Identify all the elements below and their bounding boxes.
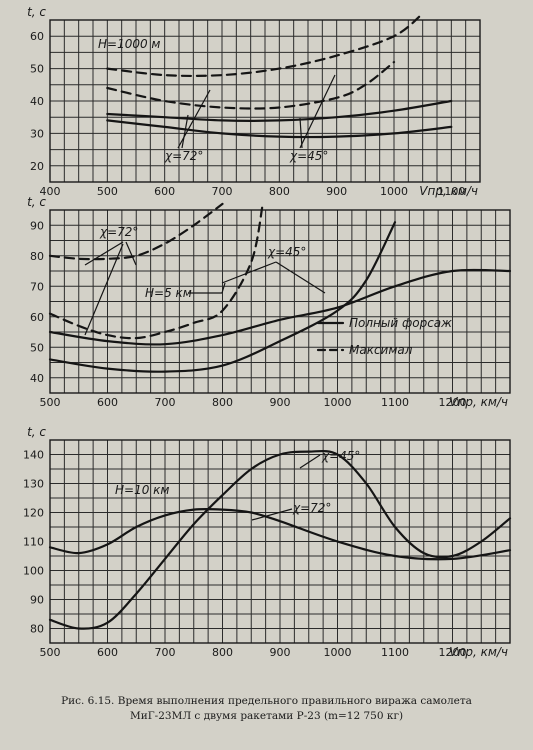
panel-1-series-4-line bbox=[106, 119, 453, 139]
panel-2-series-2-line bbox=[48, 202, 264, 340]
x-axis-label: Vпр, км/ч bbox=[449, 645, 508, 659]
annotation-label: χ=45° bbox=[289, 149, 328, 163]
y-axis-label: t, c bbox=[27, 425, 46, 439]
y-tick-label: 100 bbox=[23, 565, 44, 578]
panel-3-series-1-line bbox=[48, 449, 512, 630]
annotation-leader-line bbox=[84, 243, 124, 336]
annotation-label: H=5 км bbox=[145, 286, 192, 300]
x-tick-label: 400 bbox=[40, 185, 61, 198]
y-tick-label: 30 bbox=[30, 127, 44, 140]
y-tick-label: 40 bbox=[30, 372, 44, 385]
y-tick-label: 80 bbox=[30, 250, 44, 263]
panel-1-grid bbox=[49, 19, 481, 183]
panel-1-frame bbox=[49, 19, 481, 183]
annotation-leader-line bbox=[299, 74, 336, 149]
y-tick-label: 130 bbox=[23, 478, 44, 491]
y-tick-label: 50 bbox=[30, 63, 44, 76]
x-tick-label: 600 bbox=[97, 396, 118, 409]
annotation-leader-line bbox=[221, 282, 226, 294]
y-axis-label: t, c bbox=[27, 5, 46, 19]
x-axis-label: Vпр, км/ч bbox=[419, 184, 478, 198]
panel-2-series-4-line bbox=[48, 268, 512, 346]
y-tick-label: 70 bbox=[30, 280, 44, 293]
panel-3-series-2-line bbox=[48, 507, 512, 561]
annotation-leader-line bbox=[181, 114, 189, 149]
y-tick-label: 90 bbox=[30, 594, 44, 607]
annotation-label: H=1000 м bbox=[98, 37, 160, 51]
x-tick-label: 500 bbox=[97, 185, 118, 198]
panel-1-series-2-line bbox=[106, 61, 396, 110]
x-tick-label: 1000 bbox=[324, 396, 352, 409]
figure-caption-line-2: МиГ-23МЛ с двумя ракетами Р-23 (m=12 750… bbox=[129, 710, 404, 722]
annotation-label: χ=45° bbox=[267, 245, 306, 259]
x-tick-label: 900 bbox=[270, 396, 291, 409]
panel-1-series-3-line bbox=[106, 99, 453, 122]
x-tick-label: 1100 bbox=[381, 646, 409, 659]
x-tick-label: 500 bbox=[40, 646, 61, 659]
x-tick-label: 1100 bbox=[437, 185, 465, 198]
annotation-leader-line bbox=[221, 261, 277, 284]
x-axis-label: Vпр, км/ч bbox=[449, 395, 508, 409]
x-tick-label: 700 bbox=[155, 396, 176, 409]
annotation-label: χ=72° bbox=[164, 149, 203, 163]
annotation-leader-line bbox=[299, 117, 303, 149]
legend-label: Полный форсаж bbox=[349, 316, 452, 330]
y-tick-label: 60 bbox=[30, 311, 44, 324]
x-tick-label: 800 bbox=[212, 396, 233, 409]
x-tick-label: 1000 bbox=[324, 646, 352, 659]
legend-label: Максимал bbox=[349, 343, 413, 357]
x-tick-label: 800 bbox=[269, 185, 290, 198]
x-tick-label: 1100 bbox=[381, 396, 409, 409]
y-tick-label: 40 bbox=[30, 95, 44, 108]
x-tick-label: 600 bbox=[97, 646, 118, 659]
y-tick-label: 120 bbox=[23, 507, 44, 520]
panel-2-series-1-line bbox=[48, 202, 224, 261]
y-tick-label: 80 bbox=[30, 623, 44, 636]
x-tick-label: 1200 bbox=[439, 646, 467, 659]
x-tick-label: 600 bbox=[154, 185, 175, 198]
figure-caption-line-1: Рис. 6.15. Время выполнения предельного … bbox=[61, 695, 472, 707]
panel-1-series-1-line bbox=[106, 12, 424, 78]
y-axis-label: t, c bbox=[27, 195, 46, 209]
annotation-leader-line bbox=[299, 454, 321, 469]
y-tick-label: 140 bbox=[23, 449, 44, 462]
annotation-leader-line bbox=[84, 241, 124, 266]
panel-2-frame bbox=[49, 209, 511, 394]
annotation-label: χ=72° bbox=[292, 501, 331, 515]
annotation-label: H=10 км bbox=[115, 483, 169, 497]
annotation-leader-line bbox=[125, 241, 137, 266]
y-tick-label: 60 bbox=[30, 30, 44, 43]
annotation-leader-line bbox=[251, 508, 293, 521]
y-tick-label: 110 bbox=[23, 536, 44, 549]
annotation-label: χ=72° bbox=[99, 225, 138, 239]
x-tick-label: 700 bbox=[155, 646, 176, 659]
annotation-label: χ=45° bbox=[321, 449, 360, 463]
y-tick-label: 20 bbox=[30, 160, 44, 173]
x-tick-label: 700 bbox=[212, 185, 233, 198]
panel-3-frame bbox=[49, 439, 511, 644]
x-tick-label: 900 bbox=[326, 185, 347, 198]
x-tick-label: 900 bbox=[270, 646, 291, 659]
annotation-leader-line bbox=[275, 261, 326, 294]
x-tick-label: 1200 bbox=[439, 396, 467, 409]
x-tick-label: 800 bbox=[212, 646, 233, 659]
y-tick-label: 50 bbox=[30, 341, 44, 354]
x-tick-label: 1000 bbox=[380, 185, 408, 198]
x-tick-label: 500 bbox=[40, 396, 61, 409]
y-tick-label: 90 bbox=[30, 219, 44, 232]
panel-2-series-3-line bbox=[48, 221, 397, 373]
